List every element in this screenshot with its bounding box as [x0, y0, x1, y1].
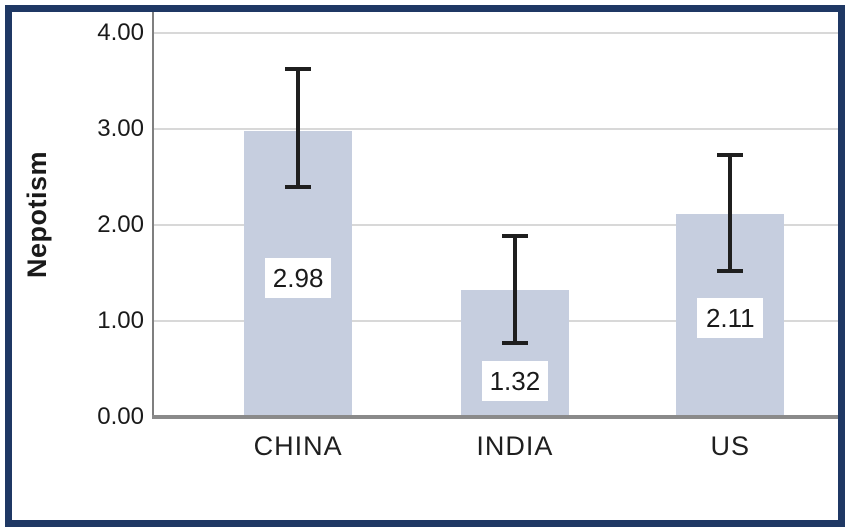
error-bar-cap-bottom	[285, 185, 312, 190]
y-axis-line	[152, 12, 154, 417]
error-bar-india	[501, 233, 528, 345]
error-bar-cap-bottom	[501, 340, 528, 345]
x-tick-label-india: INDIA	[476, 431, 554, 461]
y-tick-label: 1.00	[97, 307, 144, 334]
y-tick-label: 0.00	[97, 403, 144, 430]
error-bar-stem	[728, 153, 733, 273]
error-bar-stem	[296, 66, 301, 190]
error-bar-china	[285, 66, 312, 190]
value-label-china: 2.98	[265, 257, 332, 298]
error-bar-cap-bottom	[717, 269, 744, 273]
y-tick-label: 3.00	[97, 115, 144, 142]
gridline	[152, 128, 838, 130]
value-label-india: 1.32	[481, 361, 548, 402]
value-label-us: 2.11	[697, 298, 764, 339]
y-tick-label: 4.00	[97, 19, 144, 46]
chart-inner: Nepotism 4.00 3.00 2.00 1.00 0.00 2.98 1.32 2.…	[12, 12, 838, 520]
gridline	[152, 32, 838, 34]
plot-area: 2.98 1.32 2.11	[152, 12, 838, 419]
error-bar-stem	[512, 233, 517, 345]
x-axis-line	[152, 415, 838, 419]
x-tick-label-china: CHINA	[253, 431, 343, 461]
y-axis-ticks: 4.00 3.00 2.00 1.00 0.00	[12, 12, 148, 430]
slide-border: Nepotism 4.00 3.00 2.00 1.00 0.00 2.98 1.32 2.…	[5, 5, 845, 527]
error-bar-us	[717, 153, 744, 273]
x-tick-label-us: US	[710, 431, 751, 461]
gridline	[152, 224, 838, 226]
x-axis-labels: CHINA INDIA US	[152, 431, 838, 471]
y-tick-label: 2.00	[97, 211, 144, 238]
